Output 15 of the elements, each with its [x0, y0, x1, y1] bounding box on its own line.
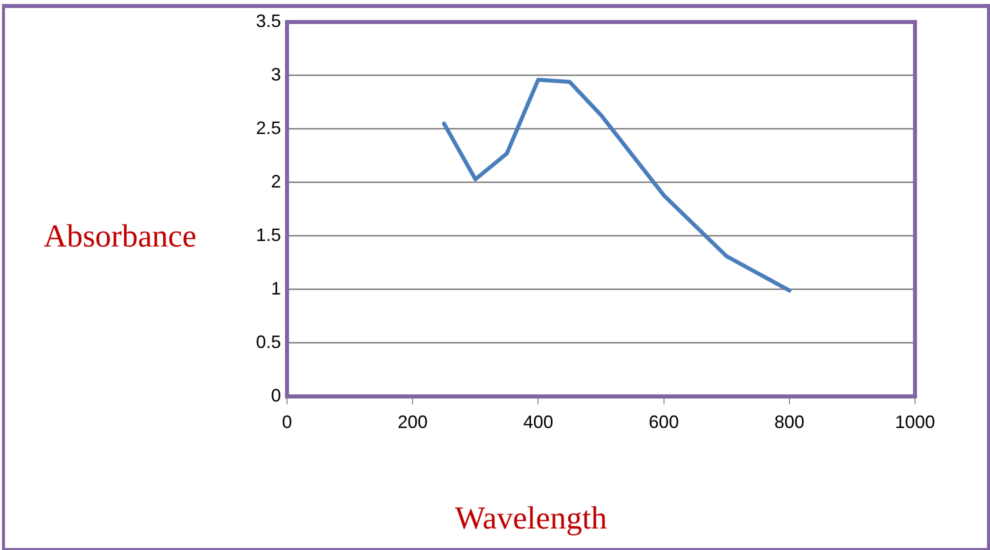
x-tick-label: 200: [398, 412, 428, 432]
y-tick-label: 1.5: [256, 224, 282, 245]
y-tick-label: 2.5: [256, 118, 282, 138]
y-tick-label: 2: [271, 171, 282, 192]
y-tick-label: 0.5: [256, 332, 282, 352]
x-tick-label: 1000: [894, 412, 936, 432]
y-tick-label: 0: [271, 385, 282, 406]
x-tick-label: 800: [774, 412, 804, 432]
x-tick-label: 400: [523, 412, 554, 432]
y-axis-title: Absorbance: [44, 217, 196, 254]
y-tick-label: 3.5: [256, 10, 282, 31]
x-axis-title: Wavelength: [454, 499, 608, 536]
x-tick-label: 600: [648, 412, 679, 432]
y-tick-label: 1: [271, 278, 282, 298]
y-tick-label: 3: [271, 64, 282, 84]
